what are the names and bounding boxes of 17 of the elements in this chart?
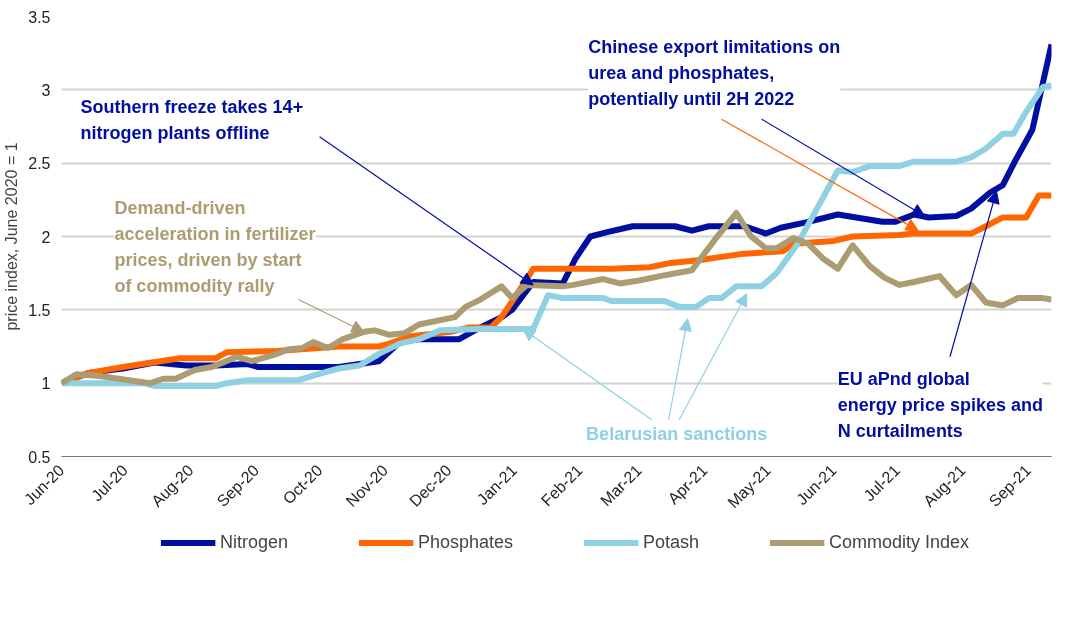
- y-tick-label: 3.5: [28, 8, 51, 26]
- legend-label: Phosphates: [417, 531, 514, 553]
- y-tick-label: 1.5: [28, 301, 51, 319]
- y-tick-label: 3: [41, 81, 51, 99]
- y-tick-label: 0.5: [28, 448, 51, 466]
- annotation: Southern freeze takes 14+ nitrogen plants offline: [80, 97, 304, 144]
- y-tick-label: 2.5: [28, 155, 51, 173]
- legend-label: Commodity Index: [829, 531, 970, 553]
- legend-label: Nitrogen: [219, 531, 288, 553]
- annotation: Demand-driven acceleration in fertilizer prices, driven by start of commodity rally: [114, 198, 316, 297]
- annotation: EU aPnd global energy price spikes and N curtailments: [837, 368, 1043, 441]
- annotation: Chinese export limitations on urea and phosphates, potentially until 2H 2022: [588, 37, 841, 110]
- y-axis-title: price index, June 2020 = 1: [3, 142, 21, 331]
- legend-label: Potash: [643, 531, 700, 553]
- annotation: Belarusian sanctions: [586, 424, 768, 445]
- y-tick-label: 2: [41, 228, 51, 246]
- y-tick-label: 1: [41, 375, 51, 393]
